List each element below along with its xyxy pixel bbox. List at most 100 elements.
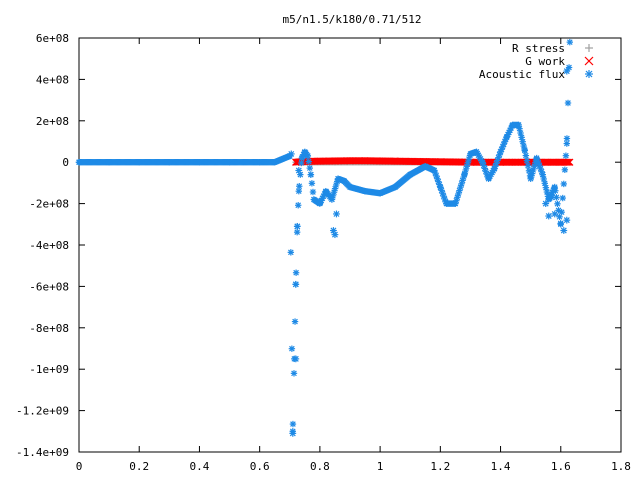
legend-label: R stress xyxy=(512,42,565,55)
data-point xyxy=(226,159,233,166)
data-point xyxy=(436,158,444,166)
plot-area xyxy=(75,38,574,437)
legend-label: Acoustic flux xyxy=(479,68,565,81)
y-tick-label: 6e+08 xyxy=(36,32,69,45)
data-point xyxy=(540,175,547,183)
y-tick-label: 0 xyxy=(62,156,69,169)
data-point xyxy=(527,175,534,182)
data-point xyxy=(566,38,574,46)
data-point xyxy=(292,280,300,288)
data-point xyxy=(289,429,297,437)
data-point xyxy=(511,158,520,166)
data-point xyxy=(523,157,531,164)
data-point xyxy=(306,164,314,172)
data-point xyxy=(287,150,295,158)
data-point xyxy=(301,148,309,156)
data-point xyxy=(561,166,569,174)
data-point xyxy=(292,355,300,363)
data-point xyxy=(551,210,559,218)
data-point xyxy=(376,190,384,197)
data-point xyxy=(560,180,567,188)
x-axis-ticks: 0 0.2 0.4 0.6 0.8 1 1.2 1.4 1.6 1.8 xyxy=(76,38,631,473)
legend-label: G work xyxy=(525,55,565,68)
data-point xyxy=(307,171,315,178)
y-tick-label: -8e+08 xyxy=(29,322,69,335)
legend-marker xyxy=(584,56,594,66)
data-point xyxy=(331,157,339,165)
data-point xyxy=(533,154,540,162)
data-point xyxy=(545,212,553,220)
data-point xyxy=(521,146,528,153)
data-point xyxy=(256,159,263,166)
y-tick-label: -6e+08 xyxy=(29,280,69,293)
data-point xyxy=(288,345,296,352)
plot-frame xyxy=(78,37,622,453)
data-point xyxy=(525,167,533,174)
data-point xyxy=(485,175,492,182)
data-point xyxy=(566,158,574,166)
data-point xyxy=(452,200,459,207)
data-point xyxy=(316,157,324,165)
x-tick-label: 0.6 xyxy=(250,460,270,473)
data-point xyxy=(292,158,300,166)
data-point xyxy=(295,187,303,195)
data-point xyxy=(467,150,474,158)
data-point xyxy=(563,140,570,147)
data-point xyxy=(560,227,568,234)
data-point xyxy=(509,121,516,129)
x-tick-label: 1.8 xyxy=(611,460,631,473)
data-point xyxy=(503,134,510,141)
data-point xyxy=(558,208,565,216)
data-point xyxy=(518,134,525,141)
x-tick-label: 1.2 xyxy=(430,460,450,473)
data-point xyxy=(289,420,297,428)
data-point xyxy=(196,159,203,166)
y-tick-label: -2e+08 xyxy=(29,198,69,211)
data-point xyxy=(515,121,522,129)
data-point xyxy=(559,194,566,202)
data-point xyxy=(539,171,546,178)
data-point xyxy=(548,193,556,201)
data-point xyxy=(541,180,549,187)
y-axis-ticks: 6e+08 4e+08 2e+08 0 -2e+08 -4e+08 -6e+08 -8e+08… xyxy=(16,32,621,459)
data-point xyxy=(293,228,301,236)
data-point xyxy=(557,221,564,228)
chart-title: m5/n1.5/k180/0.71/512 xyxy=(282,13,421,26)
data-point xyxy=(522,152,530,159)
data-point xyxy=(406,157,414,165)
legend-marker xyxy=(585,44,593,52)
data-point xyxy=(346,157,354,165)
data-point xyxy=(551,183,558,191)
data-point xyxy=(310,196,318,203)
data-point xyxy=(298,154,306,162)
data-point xyxy=(295,167,303,174)
data-point xyxy=(333,210,340,218)
data-point xyxy=(296,183,303,190)
data-point xyxy=(542,200,550,207)
x-tick-label: 0 xyxy=(76,460,83,473)
series-acoustic-flux xyxy=(75,38,574,435)
data-point xyxy=(479,159,486,166)
y-tick-label: 2e+08 xyxy=(36,115,69,128)
data-point xyxy=(304,152,312,160)
data-point xyxy=(562,152,570,159)
data-point xyxy=(293,222,301,230)
data-point xyxy=(554,200,561,208)
data-point xyxy=(563,216,571,224)
series-acoustic-flux-scatter xyxy=(287,67,571,437)
data-point xyxy=(407,171,414,178)
data-point xyxy=(443,200,450,207)
data-point xyxy=(309,188,317,196)
data-point xyxy=(308,180,316,187)
data-point xyxy=(287,249,295,256)
data-point xyxy=(105,159,113,166)
data-point xyxy=(291,318,299,325)
data-point xyxy=(431,167,438,174)
data-point xyxy=(473,148,480,156)
series-g-work xyxy=(292,157,574,166)
data-point xyxy=(361,157,369,165)
data-point xyxy=(361,187,369,195)
data-point xyxy=(422,163,429,170)
data-point xyxy=(340,177,348,185)
